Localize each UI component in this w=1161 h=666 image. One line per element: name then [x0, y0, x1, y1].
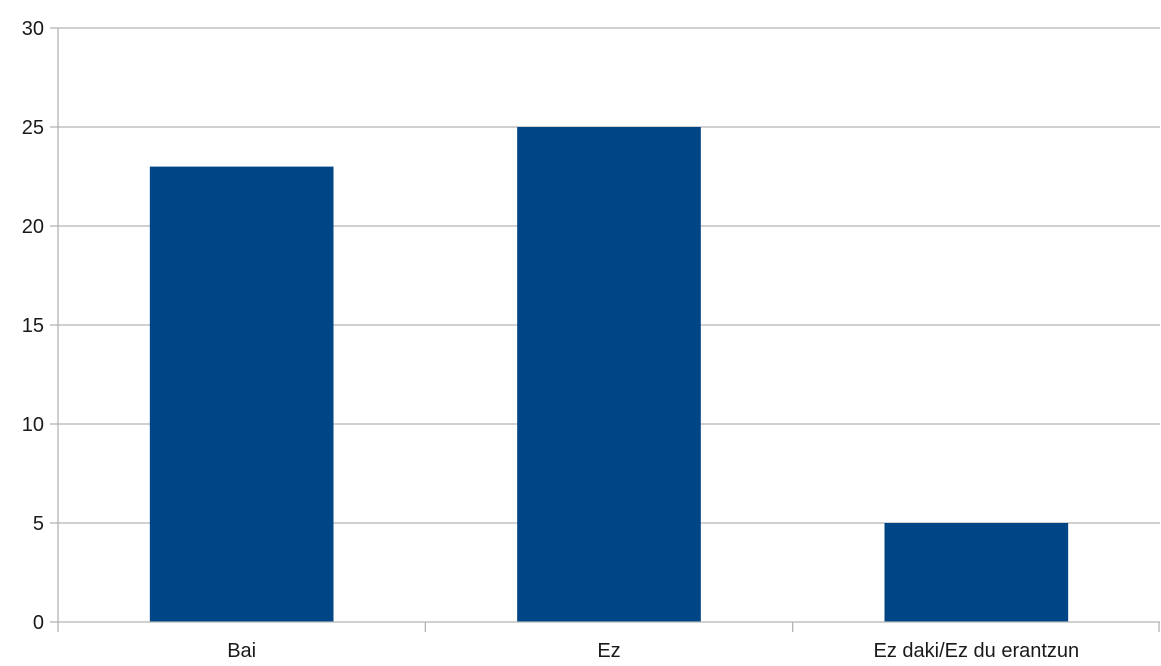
x-category-label: Bai [227, 640, 256, 662]
y-tick-label: 10 [22, 414, 44, 436]
y-tick-label: 25 [22, 117, 44, 139]
axes [50, 27, 1160, 632]
tick-labels: 0 5 10 15 20 25 30 Bai Ez Ez daki/Ez du erantzun [22, 18, 1079, 662]
y-tick-label: 20 [22, 216, 44, 238]
bars [149, 127, 1069, 622]
y-tick-label: 30 [22, 18, 44, 40]
x-category-label: Ez daki/Ez du erantzun [873, 640, 1079, 662]
y-tick-label: 0 [33, 612, 44, 634]
y-tick-label: 15 [22, 315, 44, 337]
y-tick-label: 5 [33, 513, 44, 535]
bar-ez-daki-ez-du-erantzun [884, 523, 1069, 622]
x-category-label: Ez [597, 640, 620, 662]
bar-ez [517, 127, 701, 622]
bar-bai [149, 166, 334, 622]
